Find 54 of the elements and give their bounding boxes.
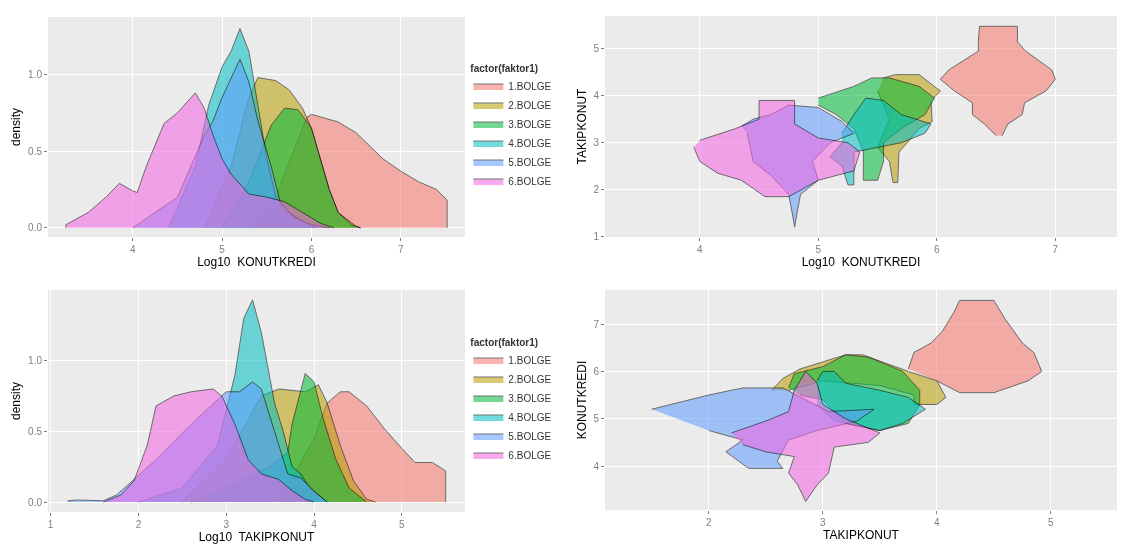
- legend-label: 1.BOLGE: [508, 80, 552, 92]
- x-axis-title: Log10 TAKIPKONUT: [198, 530, 315, 544]
- x-tick-label: 6: [934, 244, 941, 255]
- legend-label: 1.BOLGE: [508, 354, 552, 366]
- x-tick-label: 2: [135, 519, 142, 530]
- legend-label: 4.BOLGE: [508, 411, 552, 423]
- x-axis-title: Log10 KONUTKREDI: [197, 255, 316, 269]
- y-tick-label: 0.0: [28, 496, 43, 508]
- legend-title: factor(faktor1): [470, 336, 539, 348]
- x-tick-label: 5: [1048, 517, 1055, 528]
- y-axis-title: KONUTKREDI: [574, 360, 589, 440]
- x-tick-label: 4: [130, 244, 137, 255]
- legend-label: 3.BOLGE: [508, 118, 552, 130]
- y-tick-label: 3: [593, 137, 600, 149]
- legend-label: 2.BOLGE: [508, 373, 552, 385]
- y-tick-label: 7: [593, 318, 600, 330]
- y-tick-label: 4: [593, 90, 600, 102]
- legend-label: 4.BOLGE: [508, 137, 552, 149]
- y-tick-label: 6: [593, 365, 600, 377]
- x-tick-label: 3: [820, 517, 827, 528]
- y-axis-title: density: [9, 381, 24, 421]
- x-tick-label: 5: [815, 244, 822, 255]
- y-tick-label: 1.0: [28, 68, 43, 80]
- x-axis-title: TAKIPKONUT: [823, 528, 900, 542]
- x-tick-label: 7: [1052, 244, 1059, 255]
- y-tick-label: 0.0: [28, 222, 43, 234]
- y-axis-title: TAKIPKONUT: [574, 87, 589, 165]
- x-tick-label: 4: [311, 519, 318, 530]
- x-axis-title: Log10 KONUTKREDI: [801, 255, 921, 269]
- y-tick-label: 0.5: [28, 425, 43, 437]
- legend-label: 5.BOLGE: [508, 156, 552, 168]
- legend-label: 3.BOLGE: [508, 392, 552, 404]
- y-tick-label: 1.0: [28, 355, 43, 367]
- x-tick-label: 7: [397, 244, 404, 255]
- x-tick-label: 4: [934, 517, 941, 528]
- legend-label: 5.BOLGE: [508, 430, 552, 442]
- y-tick-label: 2: [593, 184, 600, 196]
- y-tick-label: 5: [593, 413, 600, 425]
- legend-title: factor(faktor1): [470, 62, 539, 74]
- y-tick-label: 1: [593, 231, 600, 243]
- y-tick-label: 5: [593, 43, 600, 55]
- x-tick-label: 5: [219, 244, 226, 255]
- x-tick-label: 3: [223, 519, 230, 530]
- y-axis-title: density: [9, 107, 24, 147]
- x-tick-label: 4: [697, 244, 704, 255]
- x-tick-label: 2: [705, 517, 712, 528]
- legend-label: 2.BOLGE: [508, 99, 552, 111]
- x-tick-label: 5: [399, 519, 406, 530]
- x-tick-label: 6: [308, 244, 315, 255]
- legend-label: 6.BOLGE: [508, 449, 552, 461]
- x-tick-label: 1: [47, 519, 54, 530]
- y-tick-label: 4: [593, 460, 600, 472]
- legend-label: 6.BOLGE: [508, 175, 552, 187]
- y-tick-label: 0.5: [28, 145, 43, 157]
